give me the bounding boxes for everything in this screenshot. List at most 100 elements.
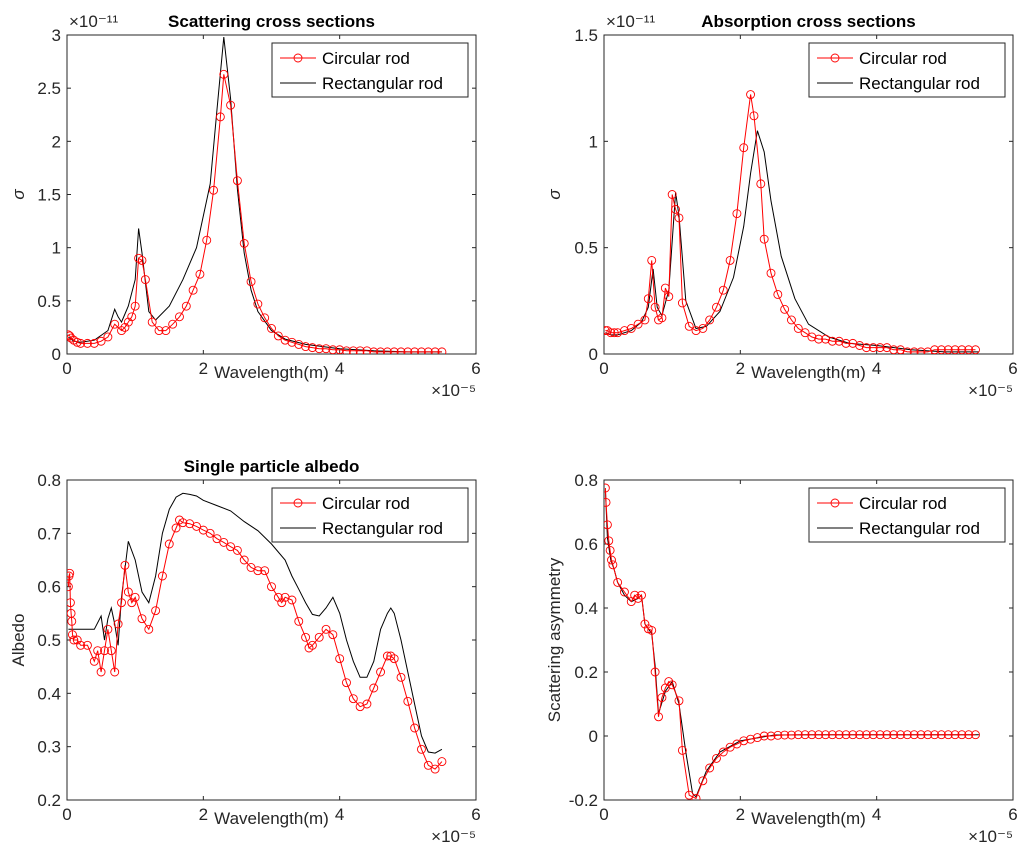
y-tick-label: 1 xyxy=(589,132,598,151)
x-tick-label: 2 xyxy=(736,805,745,824)
data-point-circular-rod xyxy=(342,346,351,354)
data-point-circular-rod xyxy=(314,632,324,642)
data-point-circular-rod xyxy=(868,343,878,353)
data-point-circular-rod xyxy=(267,324,276,333)
legend-marker-circular-rod xyxy=(830,53,840,63)
x-tick-label: 4 xyxy=(872,805,881,824)
data-point-circular-rod xyxy=(175,312,184,322)
data-point-circular-rod xyxy=(389,654,399,664)
data-point-circular-rod xyxy=(654,712,663,722)
x-exponent-label: ×10⁻⁵ xyxy=(431,827,476,846)
data-point-circular-rod xyxy=(780,304,790,314)
data-point-circular-rod xyxy=(280,335,290,345)
data-point-circular-rod xyxy=(423,347,433,354)
data-point-circular-rod xyxy=(800,328,810,338)
data-point-circular-rod xyxy=(671,204,681,214)
data-point-circular-rod xyxy=(633,593,643,603)
data-point-circular-rod xyxy=(732,209,742,219)
chart-title: Single particle albedo xyxy=(184,457,360,476)
series-line-circular-rod xyxy=(68,74,442,353)
data-point-circular-rod xyxy=(69,635,79,645)
data-point-circular-rod xyxy=(650,302,660,312)
legend-label-circular-rod: Circular rod xyxy=(859,494,947,513)
data-point-circular-rod xyxy=(321,344,331,354)
x-exponent-label: ×10⁻⁵ xyxy=(431,381,476,400)
data-point-circular-rod xyxy=(943,345,953,354)
data-point-circular-rod xyxy=(684,321,694,331)
data-point-circular-rod xyxy=(100,646,109,656)
data-point-circular-rod xyxy=(410,347,420,354)
data-point-circular-rod xyxy=(369,683,379,693)
data-point-circular-rod xyxy=(896,345,905,354)
data-point-circular-rod xyxy=(875,343,885,353)
data-point-circular-rod xyxy=(232,176,242,186)
y-exponent-label: ×10⁻¹¹ xyxy=(606,12,655,31)
data-point-circular-rod xyxy=(604,483,610,493)
data-point-circular-rod xyxy=(841,338,851,348)
data-point-circular-rod xyxy=(267,582,276,592)
y-tick-label: 0.7 xyxy=(37,524,61,543)
data-point-circular-rod xyxy=(67,330,73,340)
x-axis-label: Wavelength(m) xyxy=(214,809,329,828)
data-point-circular-rod xyxy=(674,696,684,706)
data-point-circular-rod xyxy=(389,347,399,354)
data-point-circular-rod xyxy=(756,179,766,189)
y-tick-label: 1.5 xyxy=(37,186,61,205)
data-point-circular-rod xyxy=(417,347,426,354)
data-point-circular-rod xyxy=(72,337,82,347)
data-point-circular-rod xyxy=(814,730,824,740)
data-point-circular-rod xyxy=(957,345,967,354)
legend-label-circular-rod: Circular rod xyxy=(322,49,410,68)
y-tick-label: 0.4 xyxy=(37,684,61,703)
data-point-circular-rod xyxy=(362,699,372,709)
data-point-circular-rod xyxy=(287,337,297,347)
data-point-circular-rod xyxy=(335,654,345,664)
data-point-circular-rod xyxy=(930,730,940,740)
data-point-circular-rod xyxy=(834,336,844,346)
data-point-circular-rod xyxy=(294,339,304,349)
data-point-circular-rod xyxy=(93,646,103,656)
data-point-circular-rod xyxy=(718,747,728,757)
y-tick-label: 0 xyxy=(589,345,598,364)
data-point-circular-rod xyxy=(181,301,191,311)
legend: Circular rod Rectangular rod xyxy=(271,42,469,98)
data-point-circular-rod xyxy=(660,283,670,293)
x-axis-label: Wavelength(m) xyxy=(751,363,866,382)
data-point-circular-rod xyxy=(875,730,885,740)
data-point-circular-rod xyxy=(848,730,858,740)
data-point-circular-rod xyxy=(253,299,263,309)
series-line-circular-rod xyxy=(604,487,976,800)
x-tick-label: 2 xyxy=(736,359,745,378)
y-tick-label: 0.6 xyxy=(37,578,61,597)
data-point-circular-rod xyxy=(749,111,759,121)
legend: Circular rod Rectangular rod xyxy=(808,487,1006,543)
data-point-circular-rod xyxy=(209,185,219,195)
x-tick-label: 6 xyxy=(1008,805,1017,824)
data-point-circular-rod xyxy=(780,730,790,740)
data-point-circular-rod xyxy=(950,730,960,740)
data-point-circular-rod xyxy=(807,730,817,740)
data-point-circular-rod xyxy=(664,677,674,687)
data-point-circular-rod xyxy=(410,723,420,733)
data-point-circular-rod xyxy=(909,347,919,354)
data-point-circular-rod xyxy=(814,334,824,344)
data-point-circular-rod xyxy=(396,347,406,354)
y-tick-label: 0.2 xyxy=(37,791,61,810)
data-point-circular-rod xyxy=(650,667,660,677)
data-point-circular-rod xyxy=(705,763,715,773)
data-point-circular-rod xyxy=(239,238,249,248)
data-point-circular-rod xyxy=(855,730,865,740)
y-tick-label: -0.2 xyxy=(569,791,598,810)
data-point-circular-rod xyxy=(930,345,940,354)
data-point-circular-rod xyxy=(725,255,735,265)
data-point-circular-rod xyxy=(140,275,150,285)
data-point-circular-rod xyxy=(643,294,653,304)
data-point-circular-rod xyxy=(604,326,610,336)
series-line-rectangular-rod xyxy=(68,37,442,353)
data-point-circular-rod xyxy=(633,319,643,329)
data-point-circular-rod xyxy=(698,324,708,333)
data-point-circular-rod xyxy=(868,730,878,740)
data-point-circular-rod xyxy=(301,632,311,642)
data-point-circular-rod xyxy=(773,730,783,740)
data-point-circular-rod xyxy=(205,528,215,538)
